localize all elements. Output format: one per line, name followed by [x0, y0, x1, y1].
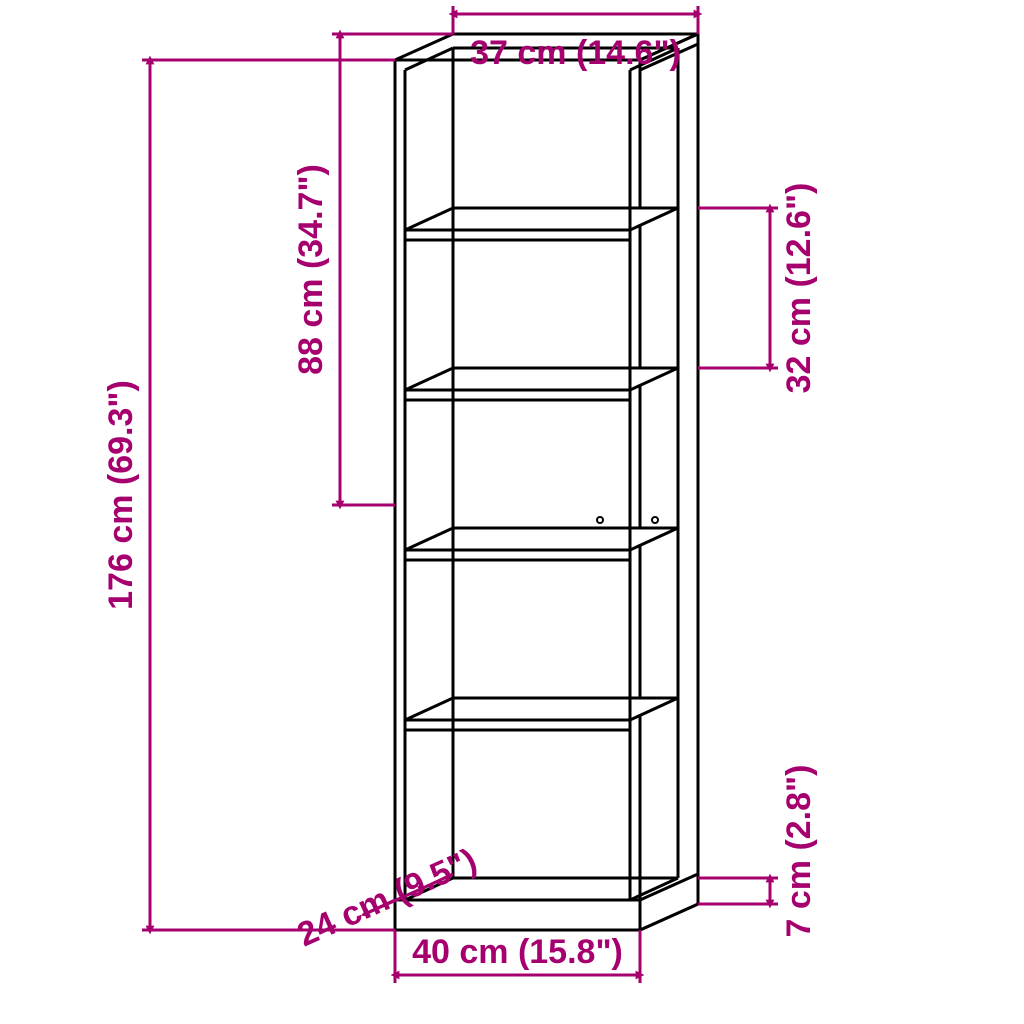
dim-shelf-32: 32 cm (12.6") — [780, 183, 818, 394]
bookshelf-diagram — [395, 34, 698, 930]
dim-width-top: 37 cm (14.6") — [470, 34, 681, 72]
dim-height-88: 88 cm (34.7") — [292, 164, 330, 375]
dim-width-bottom: 40 cm (15.8") — [412, 933, 623, 971]
dim-base-7: 7 cm (2.8") — [780, 765, 818, 938]
dim-height-total: 176 cm (69.3") — [102, 380, 140, 610]
